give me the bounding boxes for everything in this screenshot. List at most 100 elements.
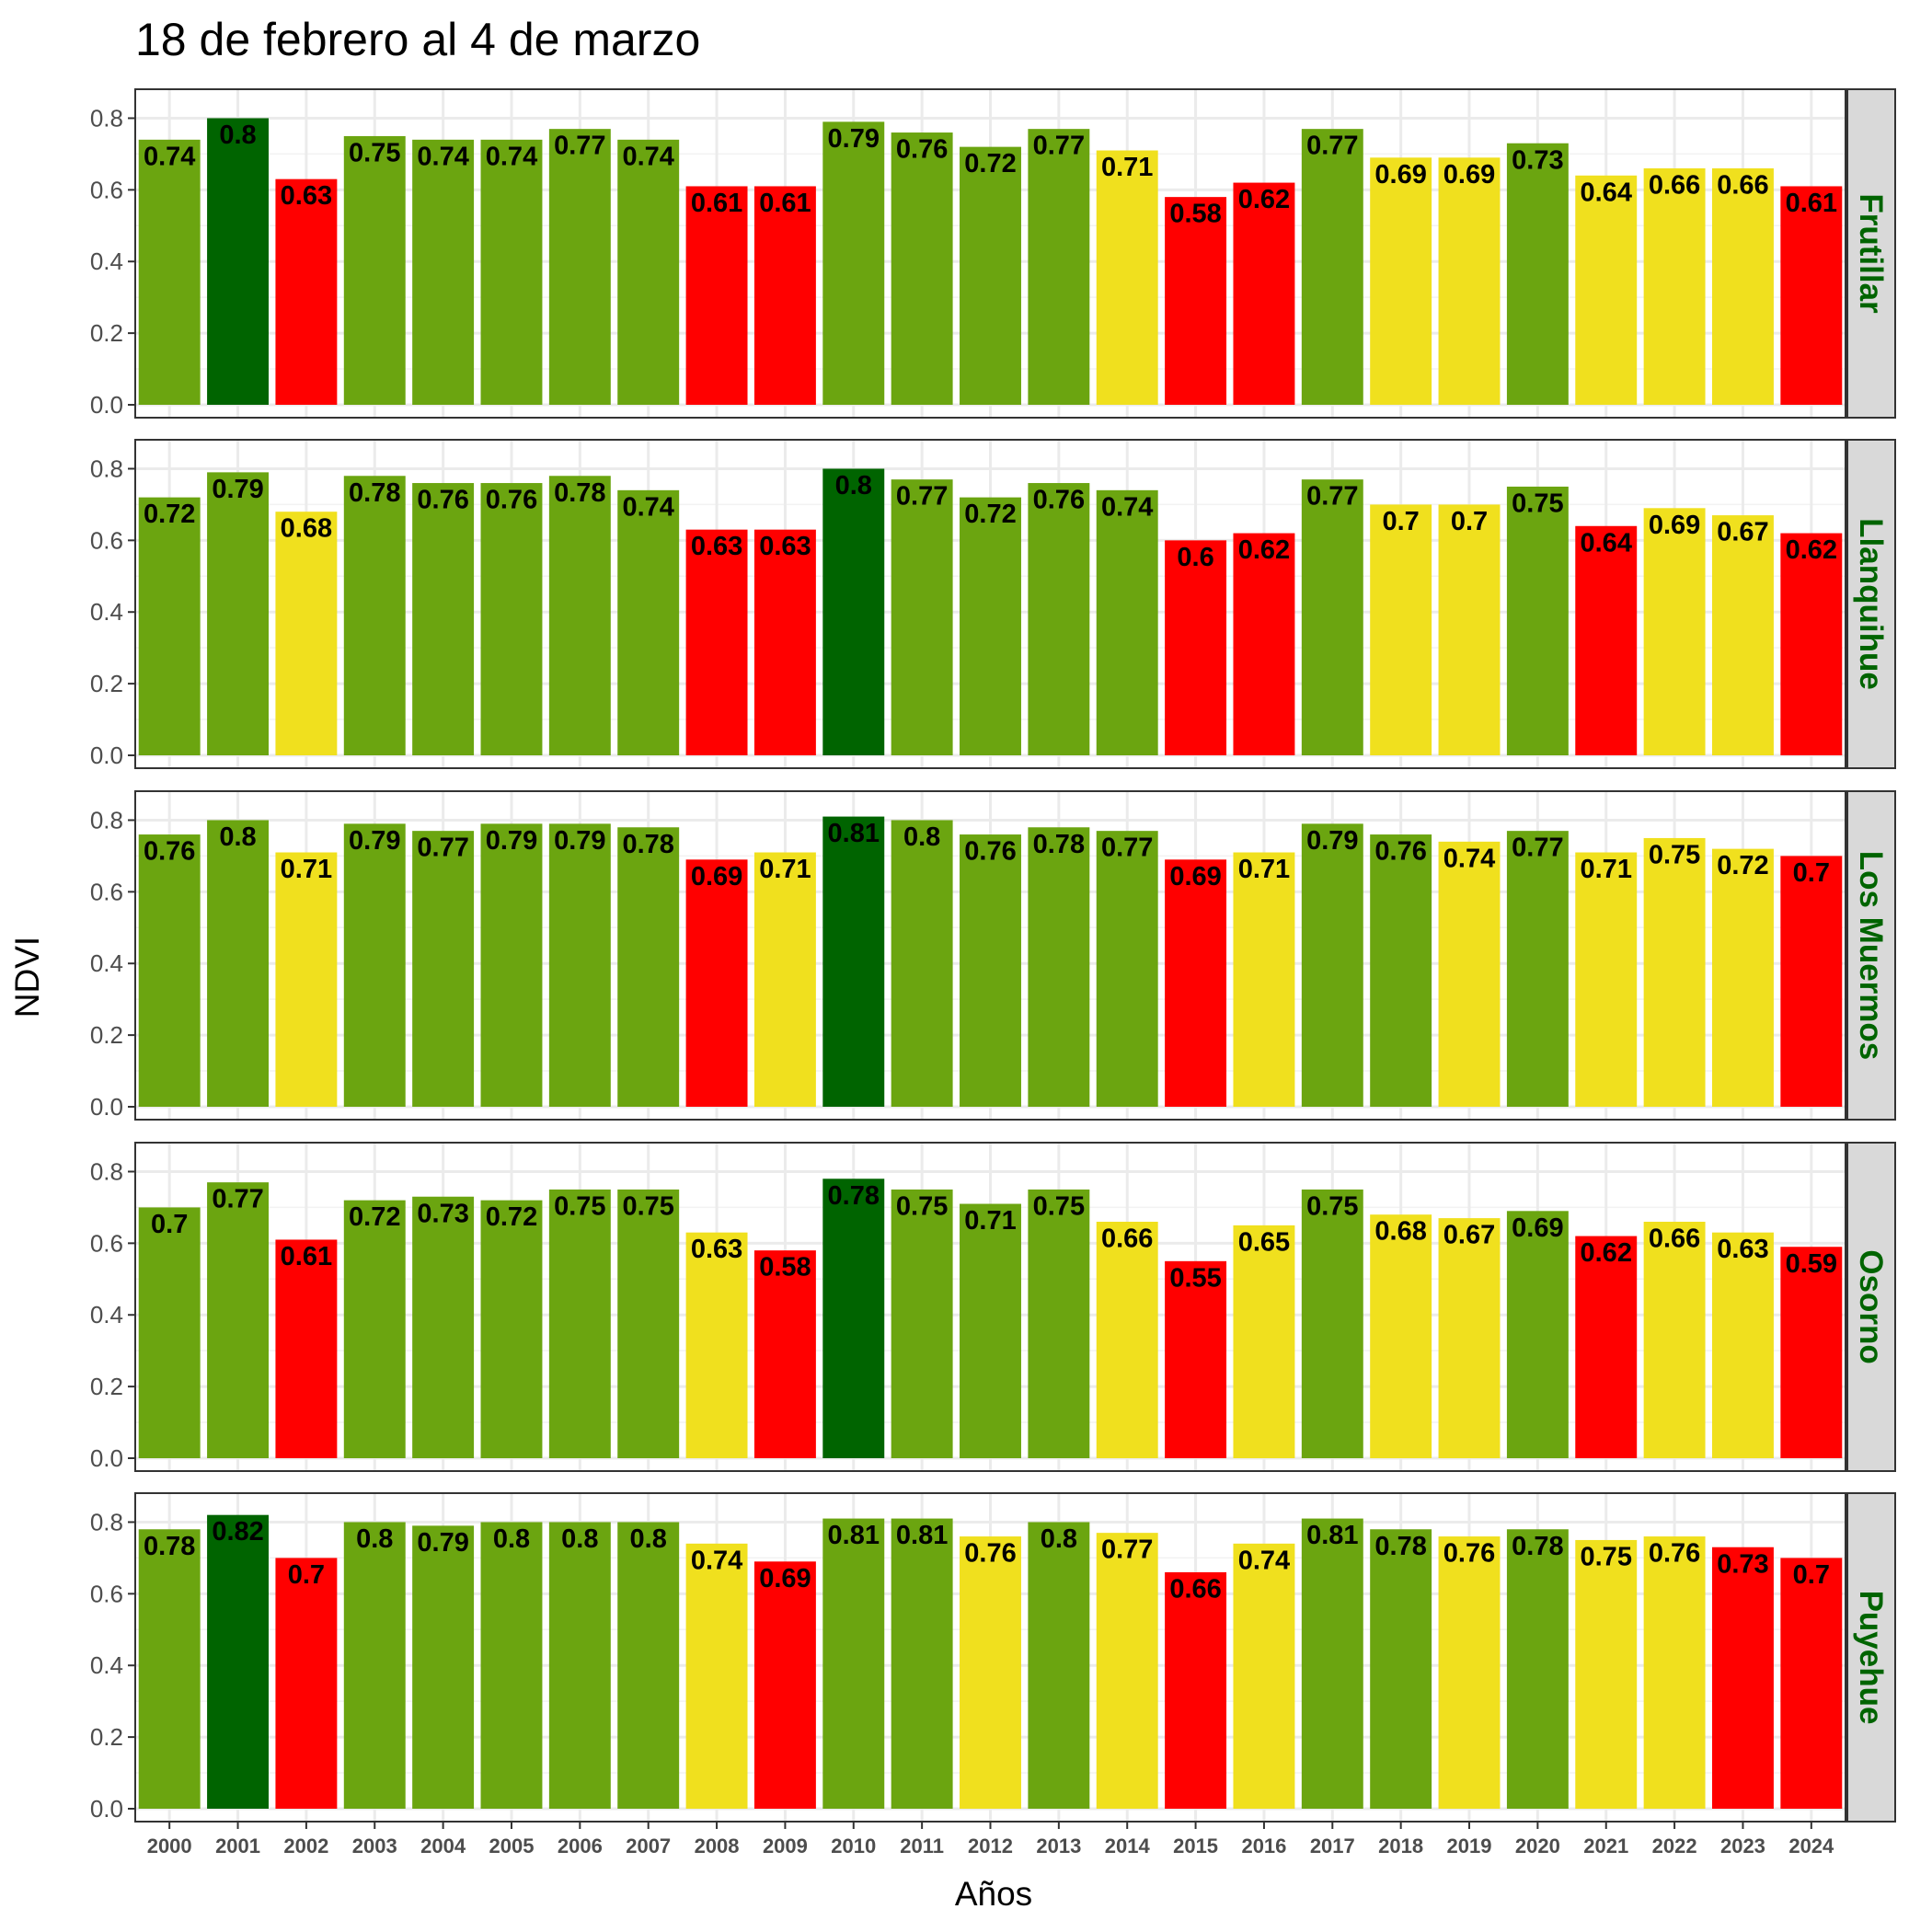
bar-osorno-2023 [1711,1232,1774,1458]
bar-los-muermos-2010 [822,816,885,1107]
bar-value-label: 0.72 [1717,851,1768,880]
bar-value-label: 0.6 [1177,543,1213,572]
bar-llanquihue-2006 [548,476,611,755]
bar-osorno-2021 [1575,1236,1638,1458]
bar-osorno-2004 [412,1196,475,1458]
bar-value-label: 0.63 [1717,1235,1768,1264]
bar-value-label: 0.69 [1649,511,1700,540]
bar-value-label: 0.74 [486,142,537,171]
bar-puyehue-2020 [1506,1529,1569,1809]
bar-value-label: 0.8 [356,1524,393,1554]
bar-puyehue-2001 [207,1514,270,1809]
bar-value-label: 0.62 [1786,535,1837,565]
bar-value-label: 0.71 [759,855,811,884]
y-tick-label: 0.6 [90,1580,123,1607]
y-tick-label: 0.8 [90,454,123,482]
bar-osorno-2014 [1096,1221,1158,1458]
bar-value-label: 0.58 [759,1253,811,1282]
bar-puyehue-2009 [753,1561,816,1809]
bar-puyehue-2022 [1643,1536,1706,1809]
bar-puyehue-2007 [617,1522,680,1809]
bar-value-label: 0.74 [144,142,195,171]
bar-value-label: 0.74 [1443,844,1495,873]
panel-border [134,88,1846,419]
facet-strip [1846,88,1896,419]
bar-los-muermos-2006 [548,823,611,1107]
bar-value-label: 0.7 [1382,507,1419,536]
bar-value-label: 0.69 [1374,160,1426,190]
y-tick-label: 0.2 [90,670,123,697]
bar-value-label: 0.71 [1101,153,1153,182]
bar-value-label: 0.79 [417,1528,468,1558]
bar-value-label: 0.63 [691,532,742,561]
bar-value-label: 0.75 [1306,1191,1358,1221]
bar-osorno-2007 [617,1189,680,1458]
facet-strip [1846,1492,1896,1823]
facet-strip-label: Osorno [1853,1249,1889,1363]
y-tick-label: 0.4 [90,247,123,275]
y-tick-label: 0.6 [90,878,123,905]
panel-border [134,1142,1846,1472]
bar-frutillar-2010 [822,121,885,406]
bar-frutillar-2000 [138,139,201,405]
bar-value-label: 0.7 [151,1210,188,1239]
bar-value-label: 0.69 [1512,1213,1563,1243]
bar-llanquihue-2000 [138,497,201,755]
bar-puyehue-2008 [685,1543,748,1809]
bar-llanquihue-2008 [685,529,748,755]
y-tick-label: 0.8 [90,806,123,834]
bar-value-label: 0.77 [896,482,948,512]
facet-panel-frutillar: 0.0 0.2 0.4 0.6 0.8 0.74 0.8 0.63 0.75 0.74 0.74 0.… [90,88,1896,419]
bar-value-label: 0.71 [1581,855,1632,884]
x-tick-label: 2006 [558,1834,603,1857]
bar-los-muermos-2022 [1643,837,1706,1107]
bar-frutillar-2014 [1096,150,1158,406]
bar-value-label: 0.79 [554,826,605,856]
bar-value-label: 0.8 [903,822,940,852]
bar-llanquihue-2023 [1711,515,1774,755]
bar-value-label: 0.8 [835,471,872,500]
bar-value-label: 0.74 [1101,492,1153,522]
bar-value-label: 0.7 [1793,858,1830,888]
bar-value-label: 0.63 [759,532,811,561]
bar-value-label: 0.72 [349,1202,400,1232]
facet-panels: 0.0 0.2 0.4 0.6 0.8 0.74 0.8 0.63 0.75 0.74 0.74 0.… [90,88,1896,1823]
facet-panel-osorno: 0.0 0.2 0.4 0.6 0.8 0.7 0.77 0.61 0.72 0.73 0.72 0.… [90,1142,1896,1472]
x-tick-label: 2004 [420,1834,466,1857]
bar-frutillar-2005 [480,139,543,405]
bar-puyehue-2010 [822,1518,885,1809]
facet-strip-label: Frutillar [1853,193,1889,314]
bar-value-label: 0.69 [691,862,742,891]
bar-value-label: 0.76 [1033,486,1085,515]
bar-osorno-2013 [1028,1189,1090,1458]
bar-value-label: 0.74 [622,142,673,171]
bar-value-label: 0.61 [691,189,742,218]
bar-value-label: 0.76 [964,837,1016,867]
y-tick-label: 0.0 [90,1795,123,1823]
bar-value-label: 0.75 [896,1191,948,1221]
bar-osorno-2009 [753,1250,816,1458]
bar-value-label: 0.66 [1649,1225,1700,1254]
bar-value-label: 0.61 [281,1242,332,1271]
x-axis: 2000 2001 2002 2003 2004 2005 2006 2007 2008 2009… [147,1822,1834,1857]
bar-osorno-2011 [891,1189,953,1458]
bar-value-label: 0.63 [281,181,332,211]
bar-los-muermos-2008 [685,859,748,1107]
y-tick-label: 0.8 [90,1157,123,1185]
bar-value-label: 0.74 [691,1546,742,1575]
bar-osorno-2022 [1643,1221,1706,1458]
bar-llanquihue-2020 [1506,486,1569,755]
y-tick-label: 0.6 [90,176,123,203]
bar-value-label: 0.79 [828,124,880,154]
bar-puyehue-2019 [1438,1536,1501,1809]
bar-value-label: 0.76 [144,837,195,867]
bar-frutillar-2012 [960,146,1021,405]
bar-llanquihue-2002 [275,512,338,755]
facet-strip [1846,439,1896,769]
bar-llanquihue-2001 [207,472,270,755]
facet-strip-label: Puyehue [1853,1591,1889,1725]
bar-value-label: 0.76 [417,486,468,515]
bar-value-label: 0.66 [1169,1575,1221,1604]
bar-llanquihue-2014 [1096,489,1158,755]
